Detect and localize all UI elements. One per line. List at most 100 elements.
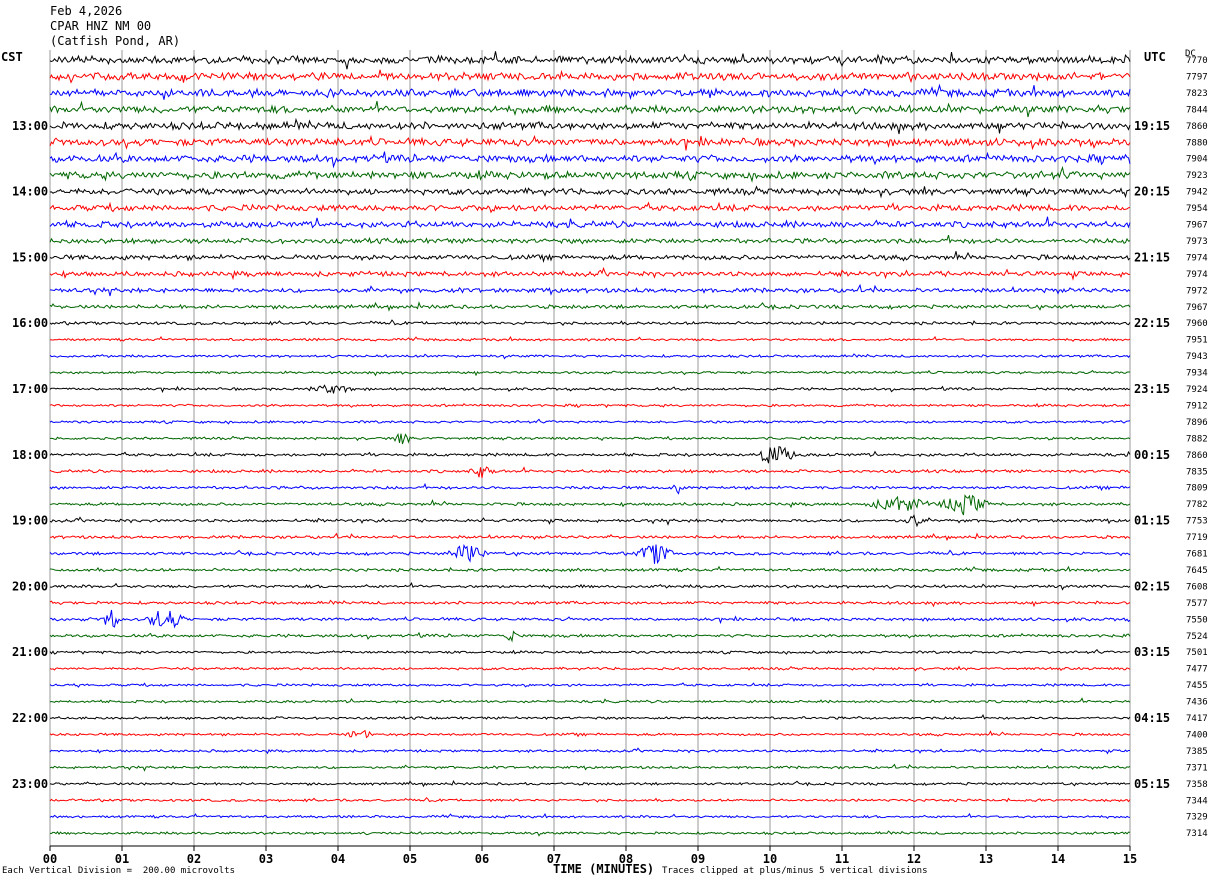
- x-tick-label: 15: [1123, 852, 1137, 866]
- dc-offset-label: 7753: [1186, 517, 1208, 527]
- dc-offset-label: 7501: [1186, 648, 1208, 658]
- dc-offset-label: 7912: [1186, 401, 1208, 411]
- right-hour-label: 05:15: [1134, 777, 1170, 791]
- dc-offset-label: 7860: [1186, 451, 1208, 461]
- dc-offset-label: 7577: [1186, 599, 1208, 609]
- left-timezone-label: CST: [1, 50, 23, 64]
- right-timezone-label: UTC: [1144, 50, 1166, 64]
- dc-offset-label: 7972: [1186, 286, 1208, 296]
- x-tick-label: 09: [691, 852, 705, 866]
- trace-line: [49, 446, 1131, 464]
- trace-line: [49, 319, 1131, 326]
- x-tick-label: 13: [979, 852, 993, 866]
- right-hour-label: 01:15: [1134, 514, 1170, 528]
- trace-line: [49, 565, 1131, 573]
- left-hour-label: 15:00: [12, 250, 48, 264]
- dc-offset-label: 7924: [1186, 385, 1208, 395]
- dc-offset-label: 7477: [1186, 665, 1208, 675]
- trace-line: [49, 812, 1131, 820]
- x-tick-label: 12: [907, 852, 921, 866]
- trace-line: [49, 648, 1130, 655]
- dc-offset-label: 7943: [1186, 352, 1208, 362]
- trace-line: [49, 466, 1131, 478]
- x-tick-label: 02: [187, 852, 201, 866]
- trace-line: [49, 301, 1131, 312]
- left-hour-label: 21:00: [12, 645, 48, 659]
- trace-line: [49, 697, 1131, 704]
- trace-line: [49, 729, 1131, 739]
- trace-line: [49, 251, 1131, 264]
- x-tick-label: 14: [1051, 852, 1065, 866]
- dc-offset-label: 7524: [1186, 632, 1208, 642]
- dc-offset-label: 7860: [1186, 122, 1208, 132]
- dc-offset-label: 7645: [1186, 566, 1208, 576]
- trace-line: [49, 830, 1131, 837]
- trace-line: [49, 117, 1131, 135]
- trace-line: [49, 599, 1131, 608]
- dc-offset-label: 7880: [1186, 138, 1208, 148]
- dc-offset-label: 7973: [1186, 237, 1208, 247]
- dc-offset-label: 7797: [1186, 72, 1208, 82]
- dc-offset-label: 7314: [1186, 829, 1208, 839]
- dc-offset-label: 7974: [1186, 270, 1208, 280]
- trace-line: [49, 51, 1131, 70]
- trace-line: [49, 185, 1131, 199]
- trace-line: [50, 83, 1131, 101]
- trace-line: [49, 763, 1131, 772]
- dc-offset-label: 7942: [1186, 188, 1208, 198]
- dc-column-header: DC: [1185, 49, 1196, 59]
- left-hour-label: 22:00: [12, 711, 48, 725]
- x-tick-label: 01: [115, 852, 129, 866]
- trace-line: [49, 665, 1131, 672]
- dc-offset-label: 7329: [1186, 813, 1208, 823]
- chart-date: Feb 4,2026: [50, 4, 123, 18]
- trace-line: [49, 216, 1131, 230]
- trace-line: [49, 369, 1130, 377]
- dc-offset-label: 7681: [1186, 550, 1208, 560]
- x-tick-label: 07: [547, 852, 561, 866]
- x-tick-label: 08: [619, 852, 633, 866]
- trace-line: [49, 418, 1131, 425]
- left-hour-label: 17:00: [12, 382, 48, 396]
- right-hour-label: 03:15: [1134, 645, 1170, 659]
- x-tick-label: 06: [475, 852, 489, 866]
- trace-line: [49, 69, 1131, 84]
- trace-line: [49, 581, 1131, 591]
- left-hour-label: 20:00: [12, 579, 48, 593]
- dc-offset-label: 7371: [1186, 763, 1208, 773]
- trace-line: [49, 100, 1131, 118]
- x-tick-label: 00: [43, 852, 57, 866]
- trace-line: [49, 630, 1131, 643]
- left-hour-label: 13:00: [12, 119, 48, 133]
- right-hour-label: 02:15: [1134, 579, 1170, 593]
- dc-offset-label: 7385: [1186, 747, 1208, 757]
- x-tick-label: 03: [259, 852, 273, 866]
- station-location: (Catfish Pond, AR): [50, 34, 181, 48]
- station-code: CPAR HNZ NM 00: [50, 19, 152, 33]
- trace-line: [49, 283, 1131, 297]
- right-hour-label: 23:15: [1134, 382, 1170, 396]
- trace-line: [49, 494, 1131, 516]
- trace-line: [50, 714, 1131, 720]
- trace-line: [49, 266, 1131, 281]
- left-hour-label: 16:00: [12, 316, 48, 330]
- trace-line: [49, 779, 1131, 788]
- left-hour-label: 14:00: [12, 185, 48, 199]
- dc-offset-label: 7400: [1186, 730, 1208, 740]
- dc-offset-label: 7455: [1186, 681, 1208, 691]
- dc-offset-label: 7960: [1186, 319, 1208, 329]
- trace-line: [49, 747, 1131, 755]
- dc-offset-label: 7608: [1186, 582, 1208, 592]
- dc-offset-label: 7967: [1186, 221, 1208, 231]
- dc-offset-label: 7934: [1186, 369, 1208, 379]
- trace-line: [49, 234, 1131, 245]
- dc-offset-label: 7844: [1186, 105, 1208, 115]
- dc-offset-label: 7719: [1186, 533, 1208, 543]
- right-hour-label: 20:15: [1134, 185, 1170, 199]
- x-axis-title: TIME (MINUTES): [553, 862, 655, 876]
- dc-offset-label: 7835: [1186, 467, 1208, 477]
- trace-line: [49, 165, 1131, 183]
- dc-offset-label: 7967: [1186, 303, 1208, 313]
- trace-line: [49, 151, 1131, 169]
- dc-offset-label: 7770: [1186, 56, 1208, 66]
